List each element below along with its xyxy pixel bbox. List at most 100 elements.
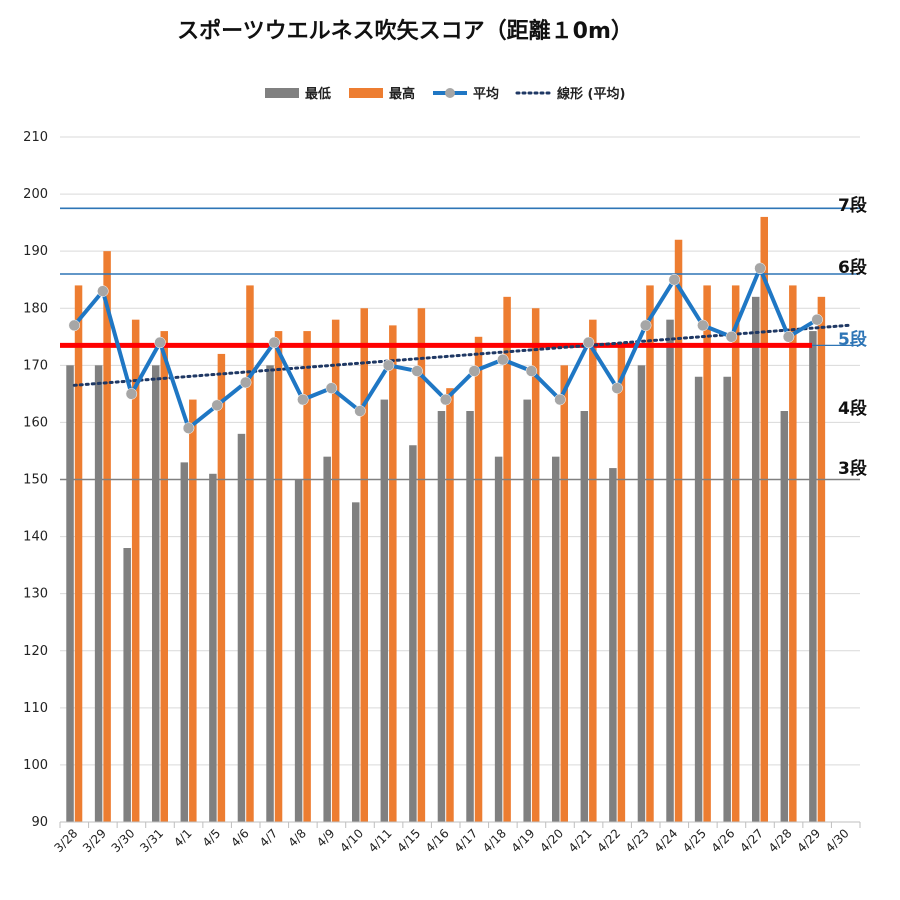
x-tick-label: 4/5 xyxy=(200,826,224,850)
bar-max xyxy=(731,285,740,823)
bar-max xyxy=(246,285,254,823)
x-tick-label: 4/29 xyxy=(794,826,823,855)
average-point xyxy=(382,359,395,372)
bar-min xyxy=(209,473,217,822)
bar-min xyxy=(380,399,389,822)
x-tick-label: 4/26 xyxy=(709,826,738,855)
x-tick-label: 3/28 xyxy=(51,826,80,855)
y-tick-label: 200 xyxy=(23,187,48,202)
bar-max xyxy=(646,285,654,823)
average-point xyxy=(297,393,309,406)
x-tick-label: 4/15 xyxy=(394,826,423,855)
legend-swatch xyxy=(349,88,383,98)
level-label: 3段 xyxy=(838,458,867,479)
x-tick-label: 4/21 xyxy=(566,826,595,855)
average-point xyxy=(611,382,623,394)
bar-min xyxy=(609,468,617,822)
y-tick-label: 90 xyxy=(31,815,48,830)
level-label: 6段 xyxy=(838,257,867,278)
bar-min xyxy=(94,365,103,822)
y-tick-label: 140 xyxy=(23,530,48,545)
bar-min xyxy=(494,456,503,822)
average-point xyxy=(582,336,595,349)
y-tick-label: 160 xyxy=(23,415,48,430)
bar-min xyxy=(466,411,474,822)
bar-max xyxy=(417,308,426,822)
average-point xyxy=(639,319,652,332)
average-point xyxy=(354,405,366,417)
legend-label: 平均 xyxy=(473,86,499,102)
bar-max xyxy=(703,285,711,823)
chart-title: スポーツウエルネス吹矢スコア（距離１0m） xyxy=(177,18,633,44)
bar-max xyxy=(760,216,768,822)
bar-min xyxy=(237,433,246,822)
trendline-path xyxy=(72,323,850,387)
y-tick-label: 150 xyxy=(23,473,48,488)
average-point xyxy=(182,422,195,434)
bar-max xyxy=(160,331,168,822)
x-tick-label: 3/29 xyxy=(80,826,109,855)
bar-max xyxy=(217,353,226,822)
bar-min xyxy=(180,462,189,822)
x-tick-label: 4/6 xyxy=(228,826,252,850)
y-tick-label: 120 xyxy=(23,644,48,659)
x-tick-label: 4/8 xyxy=(285,826,309,850)
y-tick-label: 180 xyxy=(23,301,48,316)
x-tick-label: 4/30 xyxy=(823,826,852,855)
legend-item: 線形 (平均) xyxy=(515,86,625,102)
average-point xyxy=(154,336,166,349)
average-point xyxy=(239,376,252,389)
legend-label: 最低 xyxy=(305,86,331,102)
y-tick-label: 190 xyxy=(23,244,48,259)
bar-max xyxy=(446,388,454,822)
y-tick-label: 210 xyxy=(23,130,48,145)
average-point xyxy=(497,353,509,366)
bar-max xyxy=(331,319,340,822)
bar-max xyxy=(474,336,483,822)
bar-max xyxy=(360,308,368,822)
axes: 90 100 110 120 130 140 150 160 170 180 190 200 210 3/… xyxy=(23,130,861,855)
x-tick-label: 4/17 xyxy=(451,826,480,855)
bar-min xyxy=(123,548,131,822)
x-tick-label: 4/19 xyxy=(509,826,538,855)
x-tick-label: 4/28 xyxy=(766,826,795,855)
average-point xyxy=(325,382,338,394)
bar-min xyxy=(323,456,331,822)
bar-min xyxy=(752,296,760,822)
y-tick-label: 170 xyxy=(23,358,48,373)
legend-swatch xyxy=(265,88,299,98)
legend: 最低 最高 平均 線形 (平均) xyxy=(265,86,625,102)
legend-label: 最高 xyxy=(389,86,415,102)
legend-item: 平均 xyxy=(433,86,499,102)
bar-min xyxy=(552,456,560,822)
average-point xyxy=(268,336,281,349)
x-tick-label: 4/9 xyxy=(314,826,338,850)
bar-min xyxy=(694,376,703,822)
level-label: 4段 xyxy=(838,398,867,419)
bar-max xyxy=(789,285,797,823)
bar-min xyxy=(352,502,360,822)
x-tick-label: 3/30 xyxy=(109,826,138,855)
y-tick-label: 130 xyxy=(23,587,48,602)
x-tick-label: 4/20 xyxy=(537,826,566,855)
x-tick-label: 4/23 xyxy=(623,826,652,855)
average-point xyxy=(439,393,452,406)
bar-max xyxy=(560,365,568,822)
legend-item: 最高 xyxy=(349,86,415,102)
x-tick-label: 4/27 xyxy=(737,826,766,855)
bar-min xyxy=(437,411,446,822)
bar-min xyxy=(780,411,789,822)
y-tick-label: 100 xyxy=(23,758,48,773)
bar-max xyxy=(503,296,511,822)
x-tick-label: 4/10 xyxy=(337,826,366,855)
trendline xyxy=(72,323,850,387)
level-label: 5段 xyxy=(838,329,867,350)
average-point xyxy=(697,319,709,332)
bar-min xyxy=(523,399,531,822)
legend-item: 最低 xyxy=(265,86,331,102)
x-tick-label: 4/7 xyxy=(257,826,281,850)
legend-marker xyxy=(445,88,455,98)
x-tick-label: 3/31 xyxy=(137,826,166,855)
average-point xyxy=(525,365,538,377)
bar-min xyxy=(152,365,160,822)
